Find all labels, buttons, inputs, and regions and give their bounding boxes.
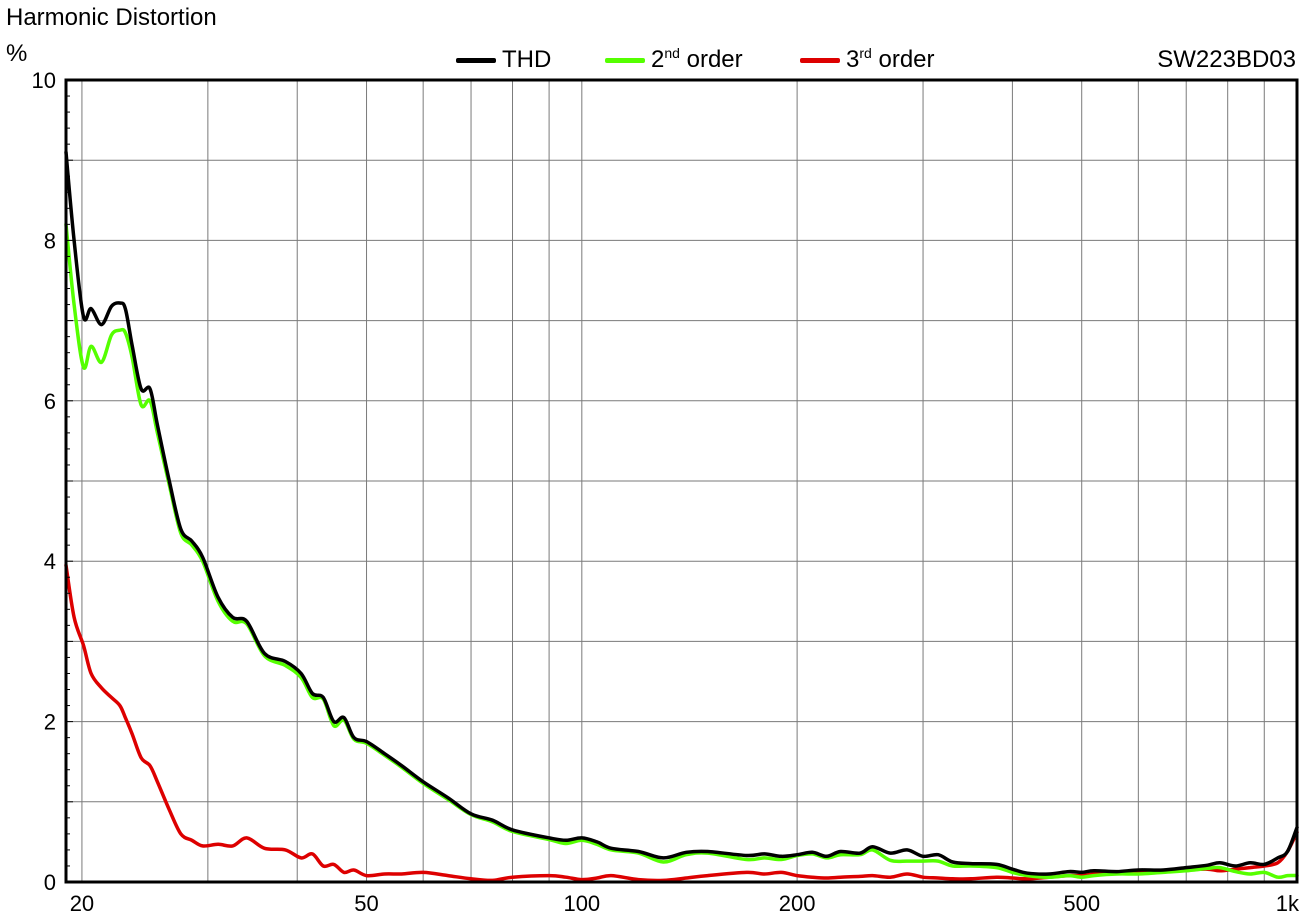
y-tick-label: 0 — [44, 870, 56, 895]
legend-item-2nd-order: 2nd order — [605, 46, 743, 74]
x-tick-label: 200 — [779, 891, 816, 916]
x-tick-label: 50 — [354, 891, 378, 916]
legend-item-3rd-order: 3rd order — [800, 46, 935, 74]
y-tick-label: 10 — [32, 68, 56, 93]
legend: THD 2nd order 3rd order — [0, 46, 1306, 76]
legend-label-thd: THD — [502, 46, 552, 73]
grid — [66, 80, 1297, 882]
chart-title: Harmonic Distortion — [6, 4, 217, 31]
legend-label-3rd-order: 3rd order — [846, 45, 935, 73]
legend-label-2nd-order: 2nd order — [651, 45, 743, 73]
series-line-2nd-order — [64, 222, 1299, 880]
y-axis-unit: % — [6, 40, 28, 67]
y-tick-label: 4 — [44, 549, 56, 574]
legend-swatch-2nd-order — [605, 57, 645, 63]
model-label: SW223BD03 — [1157, 46, 1296, 73]
y-tick-label: 6 — [44, 389, 56, 414]
legend-swatch-thd — [456, 57, 496, 63]
axis-ticks: 0 2 4 6 8 10 20 50 100 200 500 1k — [32, 68, 1300, 916]
series-line-thd — [64, 150, 1299, 876]
legend-swatch-3rd-order — [800, 57, 840, 63]
x-tick-label: 100 — [563, 891, 600, 916]
legend-item-thd: THD — [456, 46, 551, 74]
x-tick-label: 20 — [70, 891, 94, 916]
x-tick-label: 1k — [1276, 891, 1300, 916]
y-tick-label: 8 — [44, 228, 56, 253]
series-lines — [64, 150, 1299, 883]
series-line-3rd-order — [64, 563, 1299, 883]
y-tick-label: 2 — [44, 710, 56, 735]
x-tick-label: 500 — [1063, 891, 1100, 916]
